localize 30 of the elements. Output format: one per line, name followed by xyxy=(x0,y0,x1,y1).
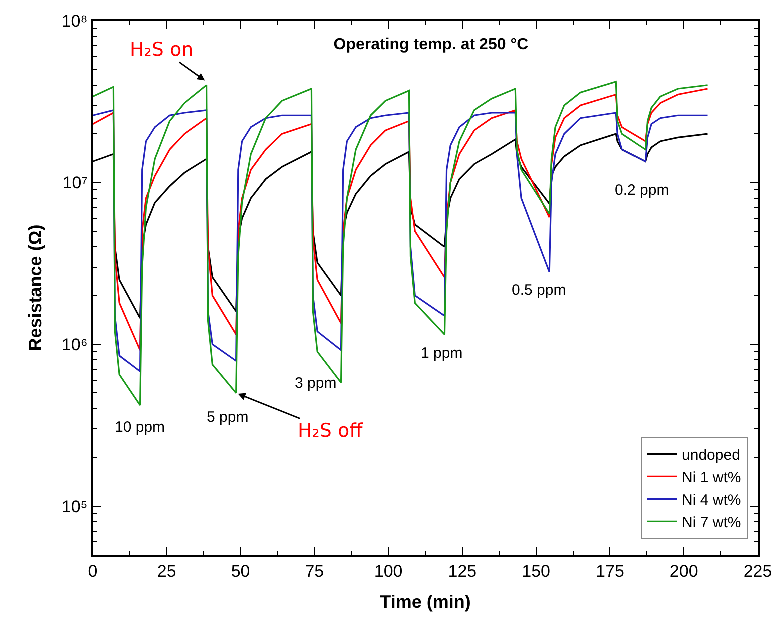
x-tick-label: 125 xyxy=(448,562,477,582)
x-tick-label: 0 xyxy=(88,562,98,582)
annotation: 3 ppm xyxy=(295,375,337,392)
legend-label: Ni 4 wt% xyxy=(682,492,742,510)
x-tick-label: 200 xyxy=(670,562,698,582)
legend-label: Ni 1 wt% xyxy=(682,470,742,487)
y-axis-title: Resistance (Ω) xyxy=(25,224,46,352)
x-tick-label: 175 xyxy=(596,562,624,582)
legend-label: Ni 7 wt% xyxy=(682,514,742,532)
x-tick-label: 50 xyxy=(231,562,250,582)
y-tick-label: 10⁷ xyxy=(62,174,88,193)
annotation: 0.2 ppm xyxy=(615,182,670,199)
x-tick-label: 25 xyxy=(157,562,176,582)
line-series xyxy=(93,81,709,406)
y-tick-label: 10⁵ xyxy=(62,497,88,516)
annotation: 10 ppm xyxy=(115,419,166,436)
y-tick-label: 10⁶ xyxy=(62,335,88,354)
legend-label: undoped xyxy=(682,447,740,464)
annotation: H₂S on xyxy=(130,39,194,61)
annotation: H₂S off xyxy=(298,420,364,442)
annotation: 0.5 ppm xyxy=(512,282,566,299)
annotation: 5 ppm xyxy=(207,409,249,426)
x-tick-label: 225 xyxy=(744,562,772,582)
x-tick-label: 150 xyxy=(522,562,551,582)
x-tick-label: 75 xyxy=(305,562,324,582)
x-axis-title: Time (min) xyxy=(380,592,471,612)
y-tick-label: 10⁸ xyxy=(62,12,88,31)
annotation: 1 ppm xyxy=(421,345,463,362)
text: Operating temp. at 250 °C xyxy=(334,36,530,54)
x-tick-label: 100 xyxy=(374,562,403,582)
